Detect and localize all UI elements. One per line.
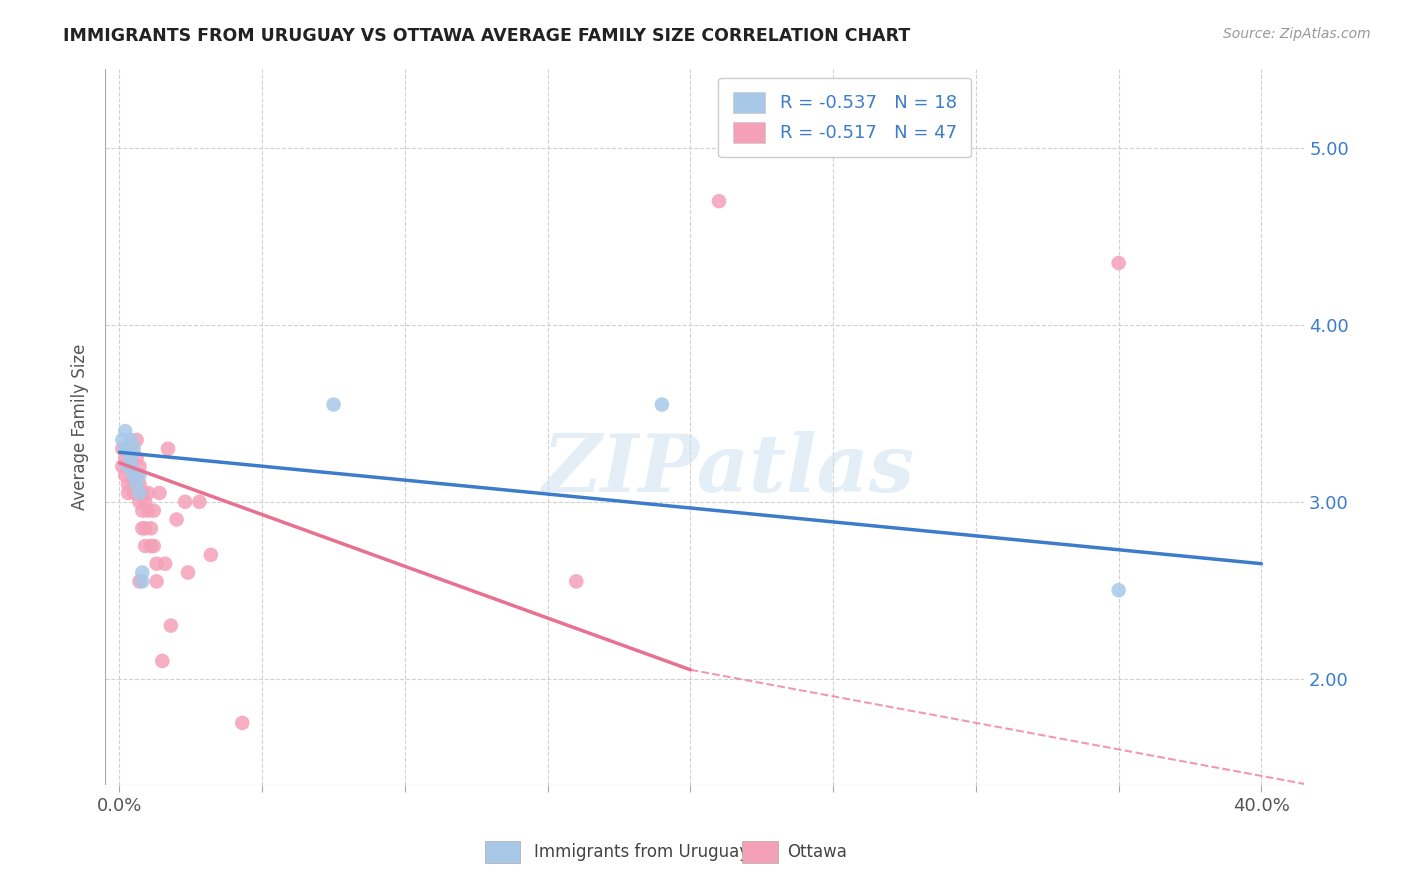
Point (120, 433, 142, 447)
Point (136, 486, 159, 500)
Point (128, 477, 150, 491)
Text: ZIPatlas: ZIPatlas (543, 431, 915, 508)
Point (114, 468, 136, 483)
Point (122, 442, 145, 456)
Point (131, 566, 153, 580)
Point (131, 486, 153, 500)
Point (142, 539, 165, 553)
Point (188, 495, 211, 509)
Point (136, 503, 159, 517)
Point (200, 548, 222, 562)
Point (139, 539, 162, 553)
Text: Source: ZipAtlas.com: Source: ZipAtlas.com (1223, 27, 1371, 41)
Point (1108, 256, 1130, 270)
Point (122, 486, 145, 500)
Point (148, 486, 170, 500)
Point (139, 521, 162, 535)
Point (153, 557, 176, 571)
Point (166, 512, 188, 526)
Point (125, 433, 148, 447)
Point (707, 194, 730, 209)
Point (117, 459, 139, 474)
Point (651, 398, 673, 412)
Point (131, 521, 153, 535)
Point (120, 450, 142, 465)
Point (114, 450, 136, 465)
Point (122, 477, 145, 491)
Point (150, 654, 173, 668)
Point (120, 459, 142, 474)
Point (128, 459, 150, 474)
Point (120, 459, 142, 474)
Y-axis label: Average Family Size: Average Family Size (72, 343, 89, 510)
Point (111, 433, 134, 447)
Point (565, 574, 588, 589)
Point (128, 468, 150, 483)
Point (111, 459, 134, 474)
Point (111, 442, 134, 456)
Point (131, 503, 153, 517)
Point (128, 495, 150, 509)
Legend: R = -0.537   N = 18, R = -0.517   N = 47: R = -0.537 N = 18, R = -0.517 N = 47 (718, 78, 972, 157)
Text: Ottawa: Ottawa (787, 843, 848, 861)
Point (134, 521, 156, 535)
Point (114, 424, 136, 438)
Point (131, 574, 153, 589)
Point (117, 442, 139, 456)
Point (125, 468, 148, 483)
Point (125, 450, 148, 465)
Point (120, 442, 142, 456)
Point (117, 486, 139, 500)
Point (117, 477, 139, 491)
Point (128, 574, 150, 589)
Point (117, 459, 139, 474)
Point (1108, 583, 1130, 598)
Point (122, 468, 145, 483)
Point (160, 618, 183, 632)
Point (177, 566, 200, 580)
Point (114, 442, 136, 456)
Point (134, 539, 156, 553)
Point (156, 442, 179, 456)
Point (231, 715, 253, 730)
Point (145, 557, 167, 571)
Point (128, 486, 150, 500)
Point (174, 495, 197, 509)
Point (134, 495, 156, 509)
Point (322, 398, 344, 412)
Text: IMMIGRANTS FROM URUGUAY VS OTTAWA AVERAGE FAMILY SIZE CORRELATION CHART: IMMIGRANTS FROM URUGUAY VS OTTAWA AVERAG… (63, 27, 911, 45)
Point (142, 503, 165, 517)
Point (125, 477, 148, 491)
Point (122, 468, 145, 483)
Point (145, 574, 167, 589)
Text: Immigrants from Uruguay: Immigrants from Uruguay (534, 843, 749, 861)
